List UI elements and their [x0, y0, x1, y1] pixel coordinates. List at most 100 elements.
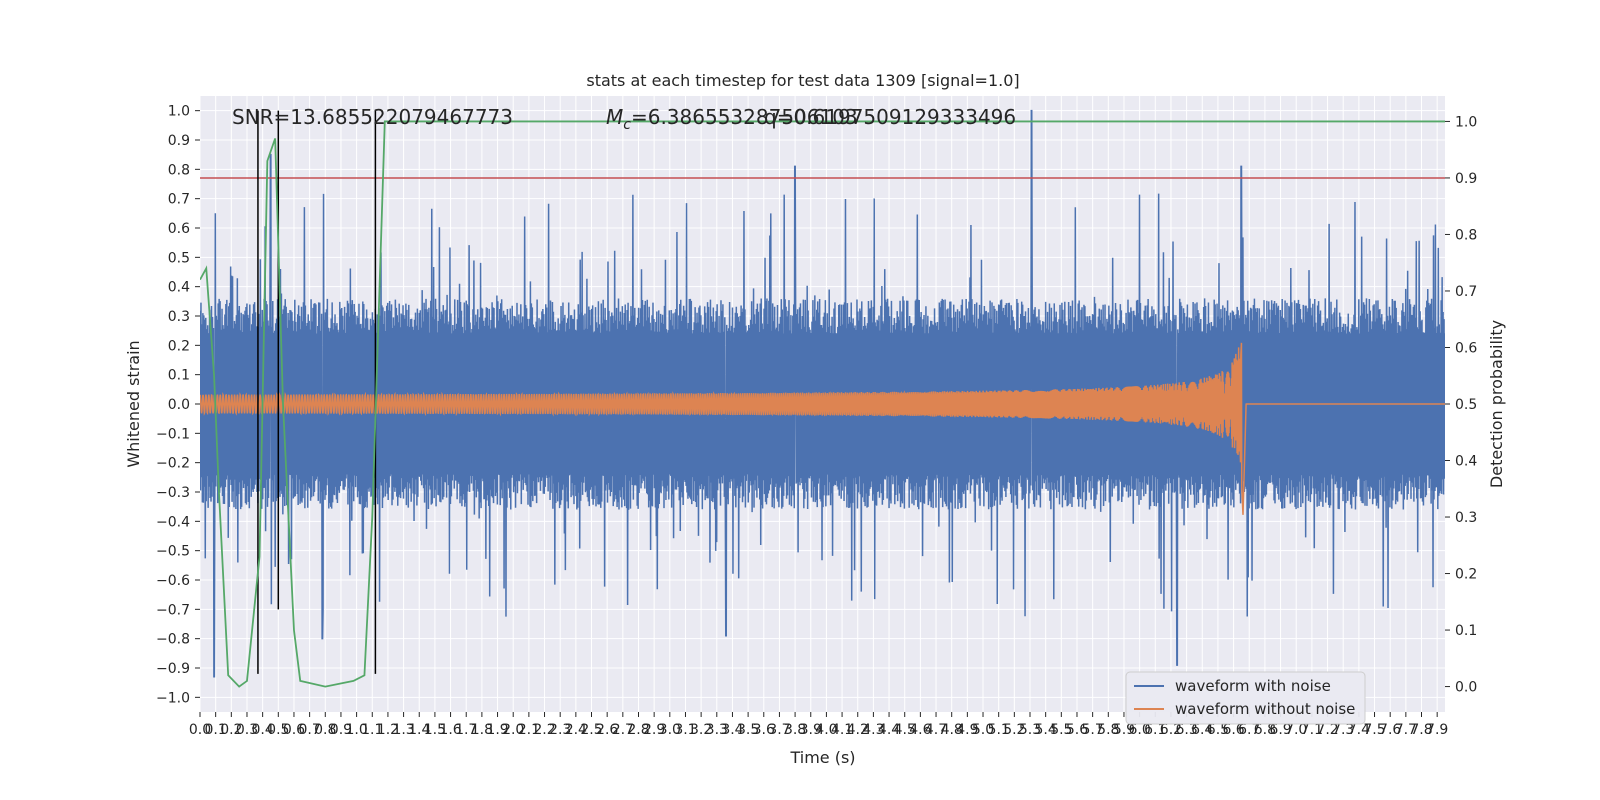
- y-tick-label: 0.6: [168, 221, 190, 237]
- x-tick-label: 5.2: [1003, 722, 1025, 738]
- series-line-waveform-without-noise: [200, 342, 1445, 515]
- legend-label-clean: waveform without noise: [1175, 700, 1355, 718]
- y-tick-label: −0.5: [156, 544, 190, 560]
- y-tick-label: 1.0: [168, 104, 190, 120]
- left-y-axis: −1.0 −0.9 −0.8 −0.7 −0.6 −0.5 −0.4 −0.3 −0.2 −0.1…: [156, 104, 200, 706]
- y2-tick-label: 0.6: [1455, 340, 1477, 356]
- x-tick-label: 2.8: [627, 722, 649, 738]
- y-tick-label: 0.7: [168, 192, 190, 208]
- y-tick-label: 0.5: [168, 250, 190, 266]
- x-tick-label: 2.7: [612, 722, 634, 738]
- x-tick-label: 7.5: [1363, 722, 1385, 738]
- y2-tick-label: 0.1: [1455, 623, 1477, 639]
- x-tick-label: 0.7: [298, 722, 320, 738]
- x-tick-label: 2.9: [643, 722, 665, 738]
- x-tick-label: 6.6: [1222, 722, 1244, 738]
- x-tick-label: 1.1: [361, 722, 383, 738]
- x-tick-label: 7.4: [1348, 722, 1370, 738]
- legend-box: [1125, 671, 1366, 725]
- y-tick-label: −0.8: [156, 632, 190, 648]
- x-tick-label: 6.3: [1175, 722, 1197, 738]
- x-tick-label: 6.5: [1207, 722, 1229, 738]
- y-tick-label: 0.4: [168, 280, 190, 296]
- x-tick-label: 0.2: [220, 722, 242, 738]
- chirp-mass-subscript: c: [623, 117, 631, 133]
- x-tick-label: 7.0: [1285, 722, 1307, 738]
- x-tick-label: 3.3: [706, 722, 728, 738]
- x-tick-label: 5.6: [1066, 722, 1088, 738]
- x-tick-label: 6.4: [1191, 722, 1213, 738]
- x-tick-label: 2.3: [549, 722, 571, 738]
- y2-tick-label: 0.5: [1455, 397, 1477, 413]
- x-tick-label: 5.1: [988, 722, 1010, 738]
- x-tick-label: 7.8: [1410, 722, 1432, 738]
- y2-tick-label: 0.9: [1455, 171, 1477, 187]
- x-tick-label: 3.0: [659, 722, 681, 738]
- x-tick-label: 7.1: [1301, 722, 1323, 738]
- y2-tick-label: 0.2: [1455, 567, 1477, 583]
- x-tick-label: 6.8: [1254, 722, 1276, 738]
- y-tick-label: −0.3: [156, 485, 190, 501]
- x-tick-label: 6.7: [1238, 722, 1260, 738]
- x-tick-label: 3.6: [753, 722, 775, 738]
- legend: waveform with noise waveform without noi…: [1125, 671, 1366, 725]
- y-tick-label: −0.7: [156, 602, 190, 618]
- x-tick-label: 3.9: [800, 722, 822, 738]
- x-tick-label: 2.0: [502, 722, 524, 738]
- x-tick-label: 0.8: [314, 722, 336, 738]
- x-tick-label: 4.6: [909, 722, 931, 738]
- snr-annotation: SNR=13.685522079467773: [232, 105, 513, 129]
- x-tick-label: 3.7: [768, 722, 790, 738]
- y-tick-label: −1.0: [156, 690, 190, 706]
- x-tick-label: 3.2: [690, 722, 712, 738]
- x-tick-label: 5.4: [1035, 722, 1057, 738]
- chart-title: stats at each timestep for test data 130…: [586, 71, 1019, 90]
- y-tick-label: 0.9: [168, 133, 190, 149]
- x-tick-label: 5.8: [1097, 722, 1119, 738]
- x-axis: 0.00.10.20.30.40.50.60.70.80.91.01.11.21…: [189, 712, 1448, 738]
- x-tick-label: 1.9: [486, 722, 508, 738]
- x-tick-label: 0.5: [267, 722, 289, 738]
- y-tick-label: 0.0: [168, 397, 190, 413]
- x-tick-label: 7.3: [1332, 722, 1354, 738]
- x-tick-label: 2.5: [580, 722, 602, 738]
- y2-tick-label: 1.0: [1455, 114, 1477, 130]
- chirp-mass-annotation: Mc=6.386553287506103: [606, 105, 858, 133]
- y-tick-label: −0.9: [156, 661, 190, 677]
- y-tick-label: 0.8: [168, 162, 190, 178]
- x-tick-label: 4.9: [956, 722, 978, 738]
- x-tick-label: 5.7: [1082, 722, 1104, 738]
- x-tick-label: 6.0: [1128, 722, 1150, 738]
- x-tick-label: 3.5: [737, 722, 759, 738]
- x-tick-label: 1.0: [345, 722, 367, 738]
- y-axis-label: Whitened strain: [124, 340, 143, 467]
- x-tick-label: 4.7: [925, 722, 947, 738]
- x-tick-label: 1.4: [408, 722, 430, 738]
- y-tick-label: −0.2: [156, 456, 190, 472]
- y2-tick-label: 0.8: [1455, 227, 1477, 243]
- x-tick-label: 4.0: [815, 722, 837, 738]
- mass-ratio-annotation: q=0.6197509129333496: [764, 105, 1016, 129]
- x-tick-label: 3.1: [674, 722, 696, 738]
- y-tick-label: −0.6: [156, 573, 190, 589]
- y2-tick-label: 0.7: [1455, 284, 1477, 300]
- x-tick-label: 1.6: [439, 722, 461, 738]
- y2-axis-label: Detection probability: [1487, 320, 1506, 488]
- x-tick-label: 0.3: [236, 722, 258, 738]
- legend-label-noise: waveform with noise: [1175, 677, 1331, 695]
- x-tick-label: 7.9: [1426, 722, 1448, 738]
- x-tick-label: 4.2: [847, 722, 869, 738]
- y2-tick-label: 0.0: [1455, 680, 1477, 696]
- x-tick-label: 5.0: [972, 722, 994, 738]
- x-tick-label: 2.6: [596, 722, 618, 738]
- chirp-mass-symbol: M: [606, 105, 623, 129]
- x-tick-label: 4.5: [894, 722, 916, 738]
- right-y-axis: 0.0 0.1 0.2 0.3 0.4 0.5 0.6 0.7 0.8 0.9 1.0: [1445, 114, 1477, 696]
- x-tick-label: 0.4: [252, 722, 274, 738]
- x-tick-label: 1.8: [471, 722, 493, 738]
- plot-area: [200, 109, 1445, 688]
- x-tick-label: 2.2: [533, 722, 555, 738]
- x-tick-label: 7.2: [1316, 722, 1338, 738]
- x-tick-label: 6.9: [1269, 722, 1291, 738]
